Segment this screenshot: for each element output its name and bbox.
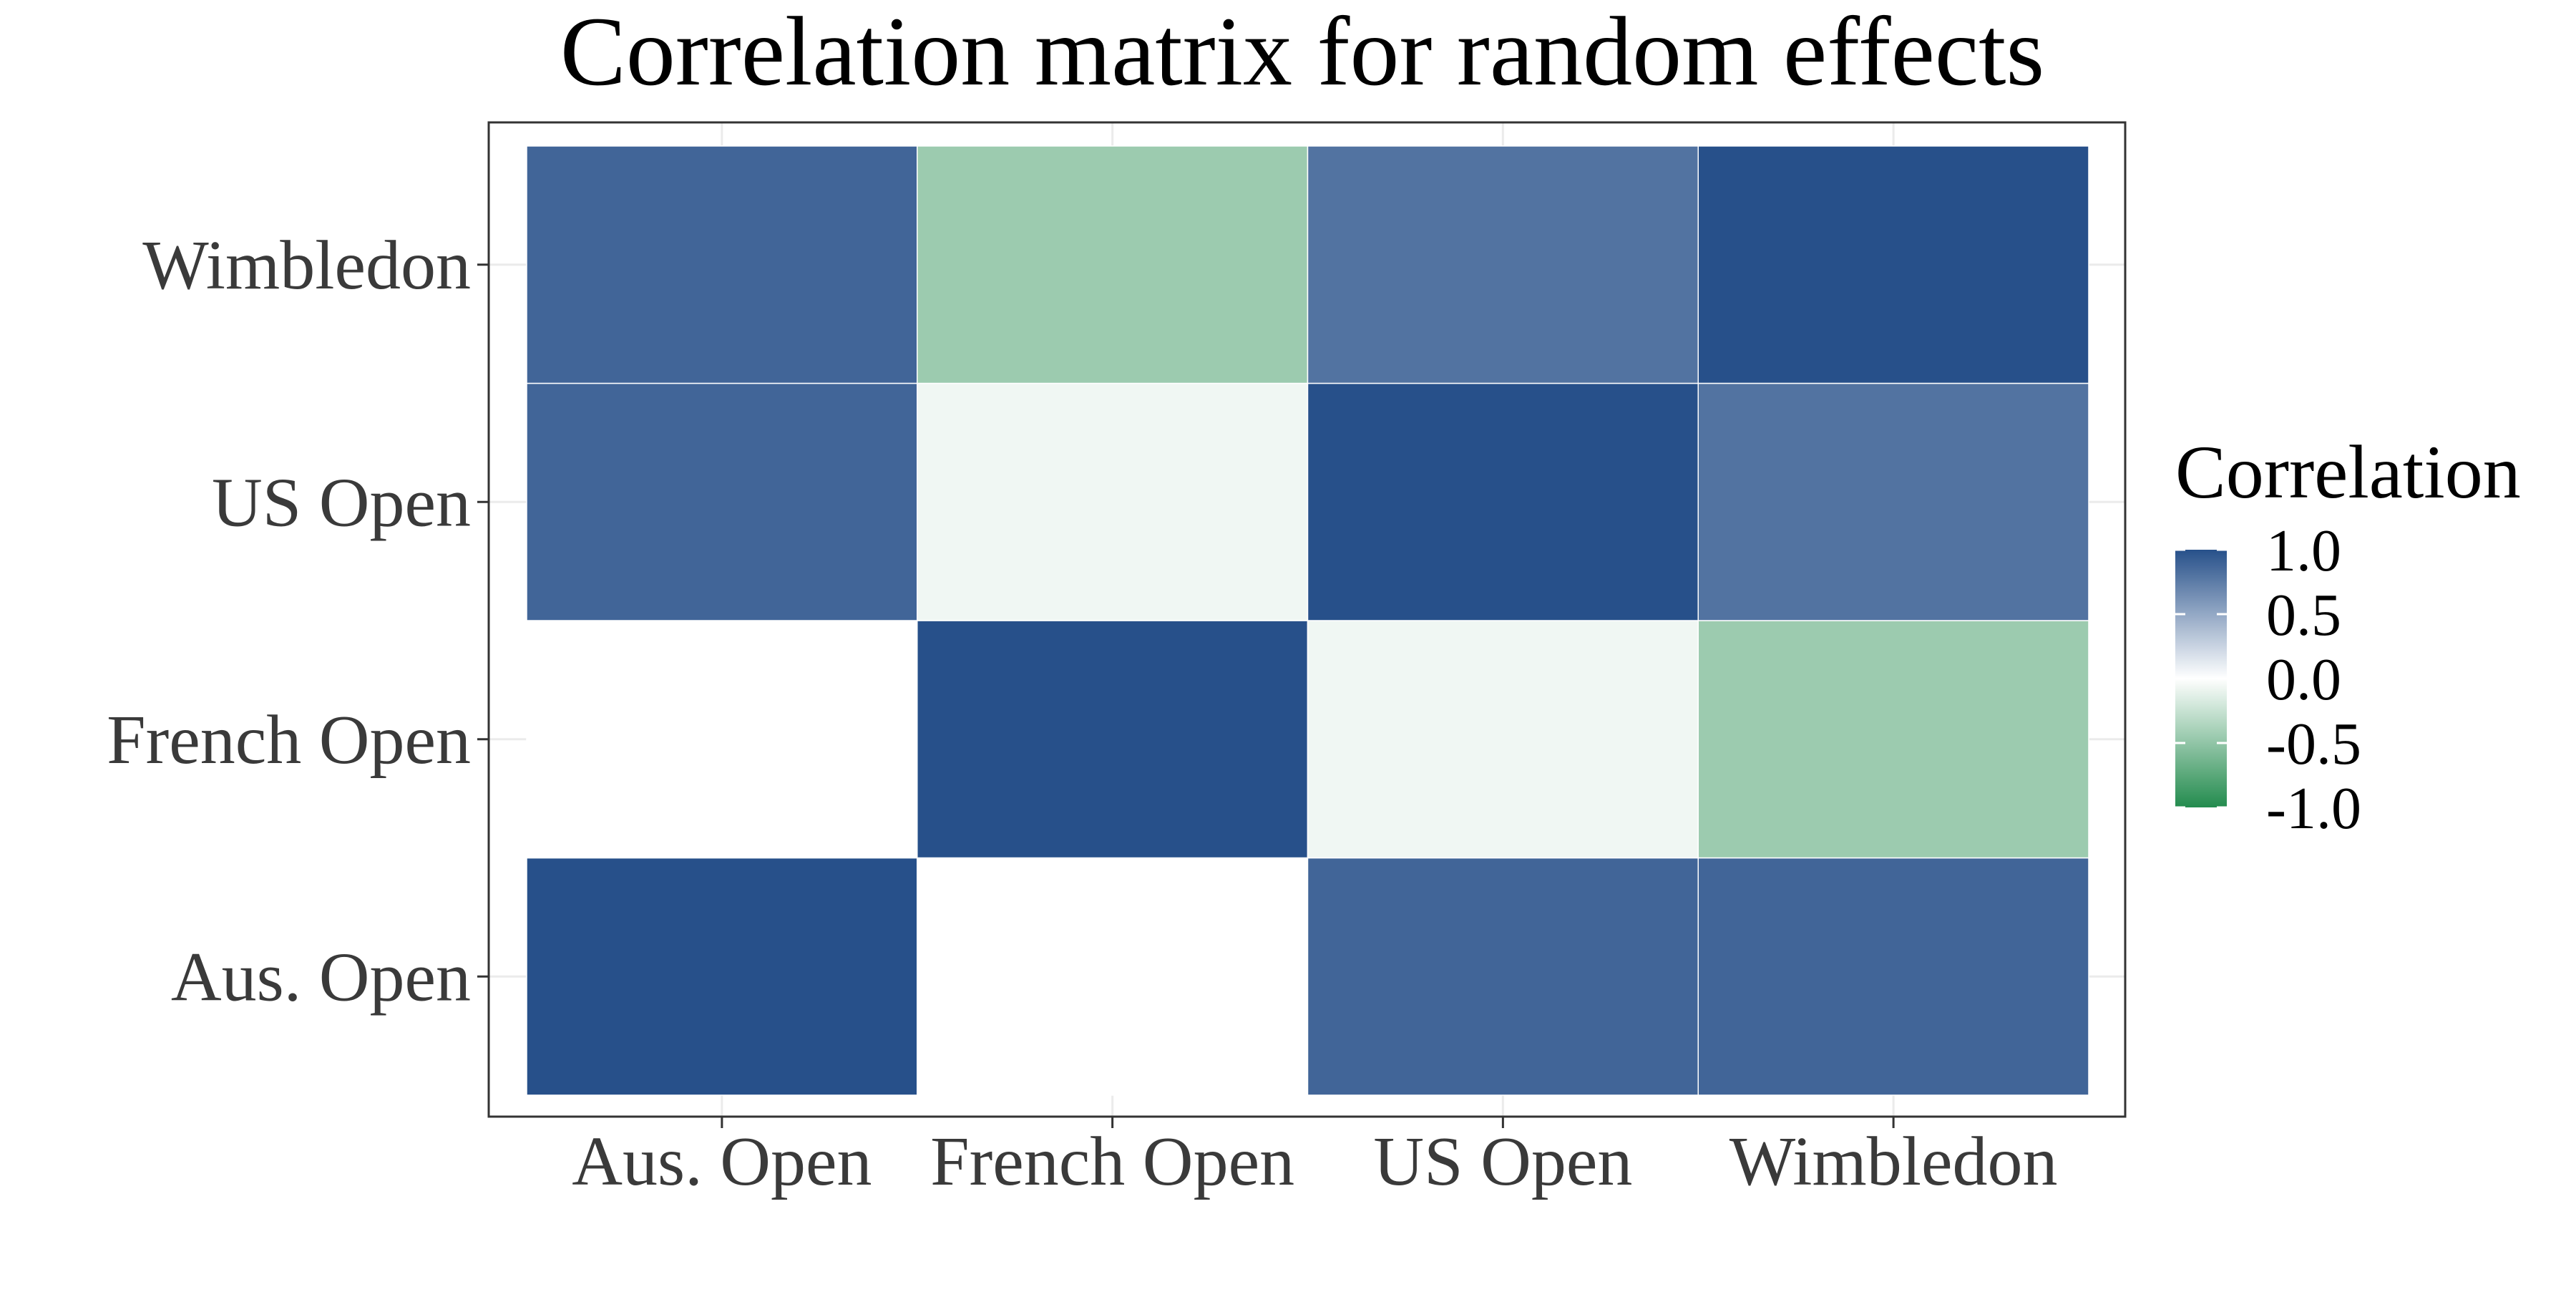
heatmap-cell (1307, 382, 1699, 621)
y-tick-label: Aus. Open (171, 938, 471, 1016)
x-tick-label: US Open (1373, 1123, 1632, 1200)
heatmap-cell (917, 382, 1309, 621)
heatmap-cell (1307, 857, 1699, 1096)
legend-title: Correlation (2175, 430, 2521, 514)
legend-label: 0.5 (2266, 582, 2341, 649)
legend-label: -0.5 (2266, 711, 2361, 777)
legend-label: -1.0 (2266, 775, 2361, 842)
heatmap-cell (917, 857, 1309, 1096)
x-tick-label: French Open (930, 1123, 1294, 1200)
legend-label: 1.0 (2266, 518, 2341, 584)
heatmap-cells (487, 121, 2127, 1118)
x-axis: Aus. Open French Open US Open Wimbledon (572, 1117, 2058, 1200)
heatmap-cell (917, 145, 1309, 384)
legend: Correlation 1.00.50.0-0.5-1.0 (2175, 430, 2521, 842)
heatmap-cell (1697, 620, 2089, 859)
x-tick-label: Aus. Open (572, 1123, 872, 1200)
y-tick-label: French Open (107, 701, 471, 779)
heatmap-cell (526, 145, 918, 384)
chart-title: Correlation matrix for random effects (560, 0, 2044, 106)
heatmap-cell (917, 620, 1309, 859)
heatmap-cell (1307, 620, 1699, 859)
legend-label: 0.0 (2266, 646, 2341, 713)
heatmap-cell (526, 620, 918, 859)
y-tick-label: US Open (212, 464, 471, 541)
heatmap-cell (1307, 145, 1699, 384)
heatmap-cell (1697, 857, 2089, 1096)
heatmap-cell (1697, 145, 2089, 384)
y-axis: Aus. Open French Open US Open Wimbledon (107, 227, 489, 1016)
heatmap-cell (526, 857, 918, 1096)
x-tick-label: Wimbledon (1729, 1123, 2058, 1200)
y-tick-label: Wimbledon (142, 227, 471, 304)
heatmap-cell (1697, 382, 2089, 621)
panel-border (487, 121, 2127, 1118)
heatmap-cell (526, 382, 918, 621)
